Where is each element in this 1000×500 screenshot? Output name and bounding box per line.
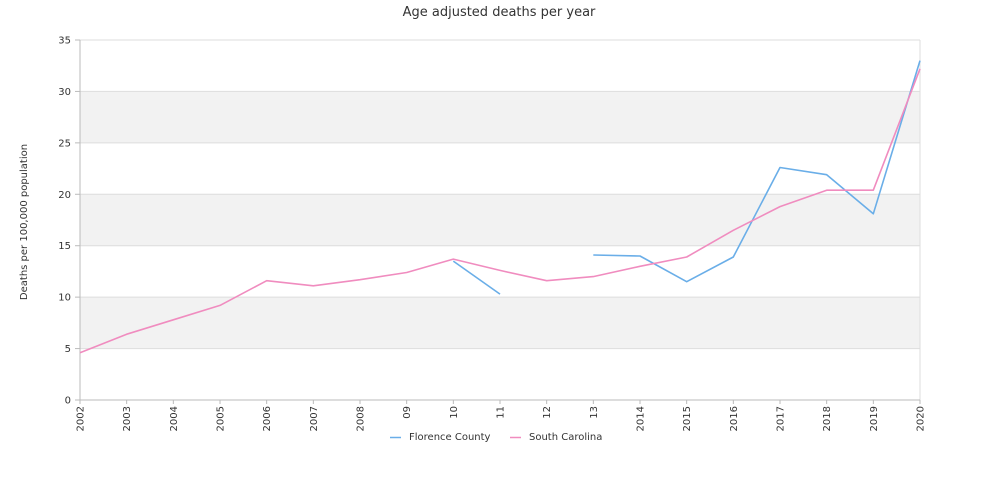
chart-title: Age adjusted deaths per year [403, 5, 596, 20]
x-tick-label: 2020 [916, 406, 927, 431]
y-tick-label: 10 [58, 293, 71, 304]
x-tick-label: 11 [496, 406, 507, 419]
x-tick-label: 2007 [309, 406, 320, 431]
series-line-florence-county [452, 260, 501, 295]
legend-label: South Carolina [529, 432, 602, 443]
series-line-florence-county [593, 60, 921, 283]
y-tick-label: 30 [58, 87, 71, 98]
x-tick-label: 09 [402, 406, 413, 419]
x-tick-label: 2003 [122, 406, 133, 431]
x-tick-label: 2006 [262, 406, 273, 431]
y-tick-label: 35 [58, 36, 71, 47]
y-tick-labels: 0 5 10 15 20 25 30 35 [58, 36, 80, 407]
x-tick-labels: 2002 2003 2004 2005 2006 2007 2008 09 10 11 12 13 20… [76, 400, 927, 431]
background-bands [80, 91, 920, 349]
x-tick-label: 12 [542, 406, 553, 419]
x-tick-label: 10 [449, 406, 460, 419]
y-tick-label: 5 [65, 344, 71, 355]
x-tick-label: 2014 [636, 406, 647, 431]
background-band [80, 297, 920, 349]
x-tick-label: 13 [589, 406, 600, 419]
legend: Florence County South Carolina [390, 432, 602, 443]
series-line-south-carolina [79, 68, 921, 354]
series-lines [79, 60, 921, 354]
y-tick-label: 0 [65, 396, 71, 407]
y-tick-label: 20 [58, 190, 71, 201]
x-tick-label: 2019 [869, 406, 880, 431]
background-band [80, 91, 920, 143]
x-tick-label: 2018 [822, 406, 833, 431]
y-tick-label: 25 [58, 138, 71, 149]
x-tick-label: 2002 [76, 406, 87, 431]
x-tick-label: 2016 [729, 406, 740, 431]
legend-label: Florence County [409, 432, 491, 443]
x-tick-label: 2004 [169, 406, 180, 431]
x-tick-label: 2017 [776, 406, 787, 431]
y-tick-label: 15 [58, 241, 71, 252]
x-tick-label: 2015 [682, 406, 693, 431]
x-tick-label: 2005 [216, 406, 227, 431]
y-axis-label: Deaths per 100,000 population [19, 144, 30, 300]
background-band [80, 194, 920, 246]
x-tick-label: 2008 [356, 406, 367, 431]
